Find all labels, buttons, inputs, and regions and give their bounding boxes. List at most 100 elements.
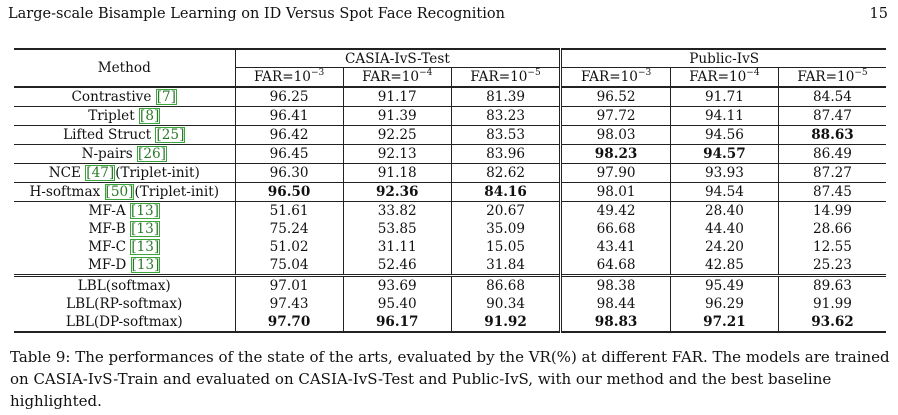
far-exponent: −3: [310, 68, 325, 78]
table-row: Triplet [8] 96.41 91.39 83.23 97.72 94.11 87.4…: [14, 106, 886, 126]
citation-link[interactable]: [13]: [130, 203, 160, 219]
value-cell: 98.83: [559, 313, 671, 332]
citation-link[interactable]: [25]: [155, 127, 186, 143]
value-cell: 98.03: [559, 125, 671, 145]
value-cell: 91.92: [450, 313, 561, 332]
value-cell: 51.02: [234, 238, 344, 256]
far-header-cell: FAR=10−3: [234, 67, 344, 87]
citation-link[interactable]: [50]: [104, 184, 135, 200]
value-cell: 94.11: [669, 106, 779, 126]
value-cell: 86.49: [778, 144, 886, 164]
method-cell: NCE [47](Triplet-init): [14, 164, 235, 183]
far-prefix: FAR=10: [253, 69, 311, 85]
value-cell: 97.90: [559, 163, 671, 183]
value-cell: 95.49: [669, 275, 779, 295]
method-name: MF-D: [88, 257, 127, 273]
table-caption: Table 9: The performances of the state o…: [10, 348, 890, 410]
far-prefix: FAR=10: [470, 69, 528, 85]
table-row: MF-D [13] 75.04 52.46 31.84 64.68 42.85 25.23: [14, 256, 886, 276]
value-cell: 89.63: [778, 275, 886, 295]
far-header-cell: FAR=10−4: [669, 67, 779, 87]
method-cell: N-pairs [26]: [14, 145, 235, 164]
method-name: LBL(softmax): [77, 278, 171, 294]
value-cell: 75.24: [234, 220, 344, 238]
value-cell: 87.45: [778, 182, 886, 202]
far-prefix: FAR=10: [689, 69, 747, 85]
method-cell: H-softmax [50](Triplet-init): [14, 183, 235, 202]
value-cell: 83.53: [450, 125, 561, 145]
value-cell: 49.42: [559, 201, 671, 220]
value-cell: 96.45: [234, 144, 344, 164]
method-cell: MF-A [13]: [14, 202, 235, 221]
method-cell: MF-B [13]: [14, 220, 235, 238]
value-cell: 96.30: [234, 163, 344, 183]
method-name: LBL(RP-softmax): [66, 296, 183, 312]
value-cell: 91.99: [778, 295, 886, 313]
method-cell: MF-C [13]: [14, 238, 235, 256]
value-cell: 84.16: [450, 182, 561, 202]
group-header-public: Public-IvS: [559, 49, 886, 68]
value-cell: 66.68: [559, 220, 671, 238]
far-header-row: FAR=10−3 FAR=10−4 FAR=10−5 FAR=10−3 FAR=10−4…: [14, 67, 886, 87]
value-cell: 42.85: [669, 256, 779, 276]
value-cell: 97.43: [234, 295, 344, 313]
method-name: Lifted Struct: [63, 127, 152, 143]
value-cell: 83.23: [450, 106, 561, 126]
citation-link[interactable]: [13]: [130, 239, 161, 255]
method-cell: LBL(RP-softmax): [14, 295, 235, 313]
value-cell: 98.38: [559, 275, 671, 295]
table-body: Contrastive [7] 96.25 91.17 81.39 96.52 91.71…: [14, 87, 886, 332]
table-row: Lifted Struct [25] 96.42 92.25 83.53 98.03 94…: [14, 125, 886, 145]
value-cell: 53.85: [342, 220, 452, 238]
value-cell: 96.29: [669, 295, 779, 313]
table-row: Contrastive [7] 96.25 91.17 81.39 96.52 91.71…: [14, 87, 886, 107]
value-cell: 35.09: [450, 220, 561, 238]
method-name: LBL(DP-softmax): [65, 314, 183, 330]
value-cell: 87.27: [778, 163, 886, 183]
value-cell: 64.68: [559, 256, 671, 276]
method-cell: LBL(softmax): [14, 276, 235, 296]
method-cell: Triplet [8]: [14, 107, 235, 126]
method-suffix: (Triplet-init): [134, 184, 220, 200]
far-exponent: −5: [854, 68, 868, 78]
table-row: MF-C [13] 51.02 31.11 15.05 43.41 24.20 12.55: [14, 238, 886, 256]
value-cell: 86.68: [450, 275, 561, 295]
value-cell: 92.13: [342, 144, 452, 164]
value-cell: 94.56: [669, 125, 779, 145]
method-name: MF-B: [88, 221, 126, 237]
value-cell: 12.55: [778, 238, 886, 256]
value-cell: 93.93: [669, 163, 779, 183]
value-cell: 82.62: [450, 163, 561, 183]
value-cell: 98.23: [559, 144, 671, 164]
value-cell: 95.40: [342, 295, 452, 313]
method-name: MF-C: [88, 239, 126, 255]
value-cell: 52.46: [342, 256, 452, 276]
table-row: MF-B [13] 75.24 53.85 35.09 66.68 44.40 28.66: [14, 220, 886, 238]
method-cell: LBL(DP-softmax): [14, 313, 235, 332]
far-header-cell: FAR=10−3: [559, 67, 671, 87]
far-exponent: −4: [746, 68, 760, 78]
citation-link[interactable]: [26]: [137, 146, 167, 162]
table-row: LBL(RP-softmax) 97.43 95.40 90.34 98.44 96.29…: [14, 295, 886, 313]
page-header: Large-scale Bisample Learning on ID Vers…: [8, 6, 890, 28]
citation-link[interactable]: [7]: [155, 89, 177, 105]
value-cell: 91.71: [669, 87, 779, 107]
citation-link[interactable]: [13]: [130, 257, 161, 273]
running-title: Large-scale Bisample Learning on ID Vers…: [8, 6, 505, 22]
citation-link[interactable]: [47]: [85, 165, 116, 181]
table-row: LBL(DP-softmax) 97.70 96.17 91.92 98.83 97.21…: [14, 313, 886, 332]
value-cell: 87.47: [778, 106, 886, 126]
citation-link[interactable]: [13]: [130, 221, 161, 237]
page-number: 15: [869, 6, 888, 22]
citation-link[interactable]: [8]: [139, 108, 161, 124]
far-exponent: −3: [637, 68, 652, 78]
method-column-header: Method: [14, 49, 235, 88]
value-cell: 98.44: [559, 295, 671, 313]
far-prefix: FAR=10: [797, 69, 855, 85]
value-cell: 96.25: [234, 87, 344, 107]
far-header-cell: FAR=10−4: [342, 67, 452, 87]
far-header-cell: FAR=10−5: [778, 67, 886, 87]
method-name: NCE: [48, 165, 81, 181]
far-exponent: −4: [419, 68, 433, 78]
value-cell: 24.20: [669, 238, 779, 256]
